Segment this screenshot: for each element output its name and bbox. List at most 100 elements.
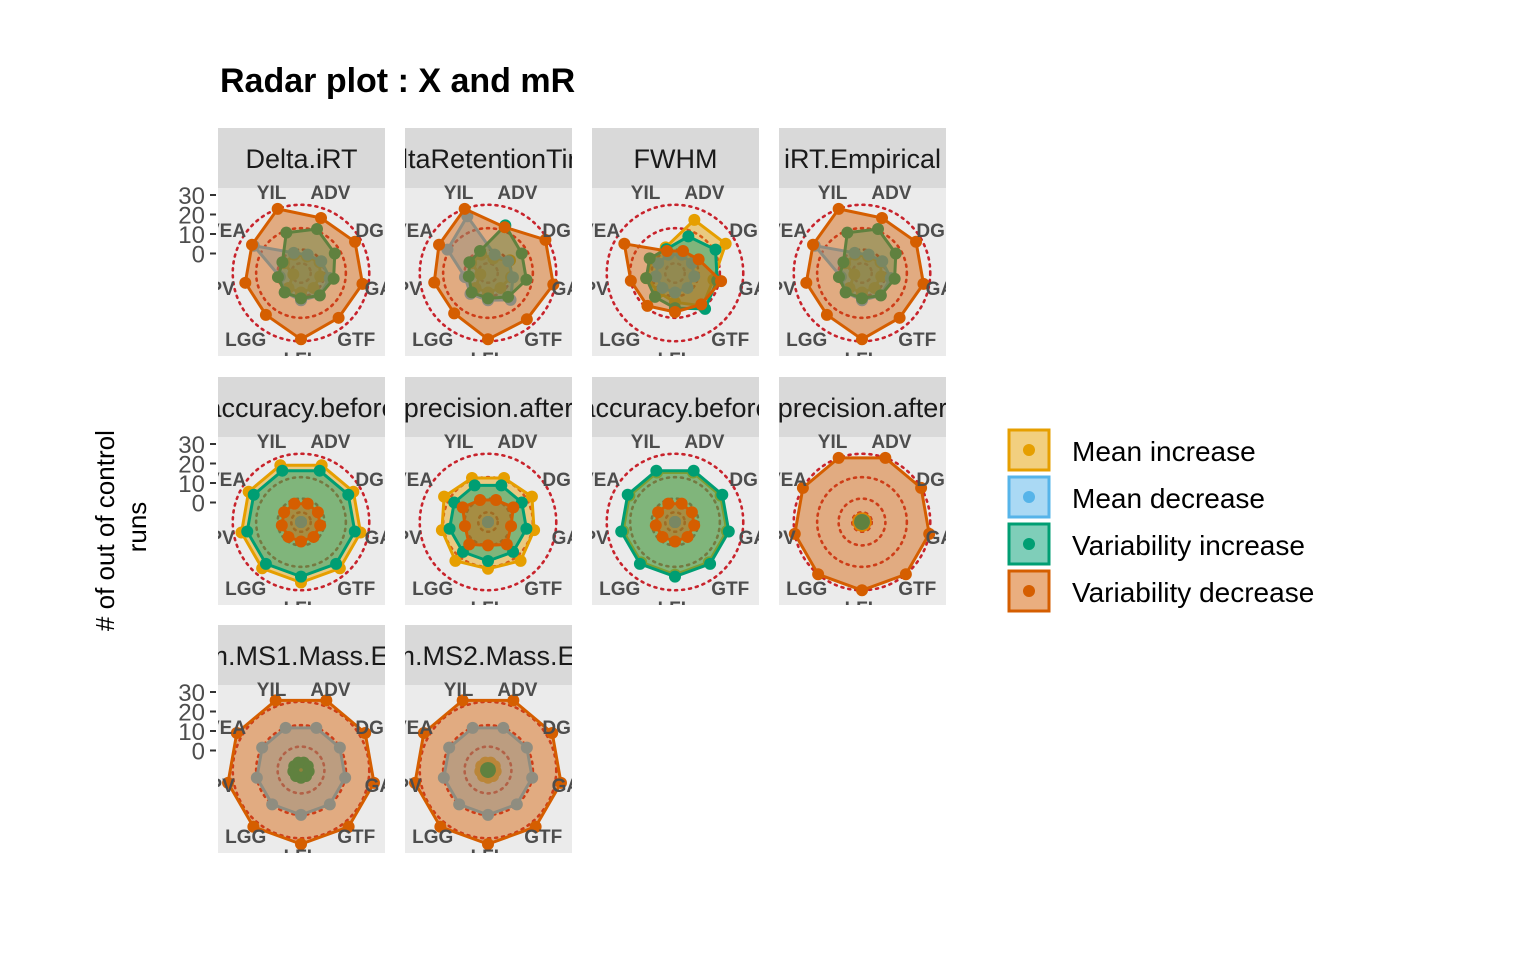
axis-label: LFL — [471, 599, 506, 620]
axis-label: GAC — [926, 528, 969, 549]
axis-label: GAC — [739, 528, 782, 549]
reference-ring — [815, 226, 909, 320]
data-point — [807, 238, 820, 251]
axis-label: GTF — [337, 827, 375, 848]
data-point — [259, 308, 272, 321]
data-point — [280, 226, 293, 239]
data-point — [682, 230, 695, 243]
data-point — [650, 464, 663, 477]
axis-label: DGL — [916, 470, 957, 491]
axis-label: VEA — [581, 470, 620, 491]
data-point — [342, 820, 355, 833]
y-axis-label: # of out of control runs — [90, 423, 152, 631]
data-point — [359, 726, 372, 739]
chart-title: Radar plot : X and mR — [220, 62, 575, 100]
data-point — [482, 808, 494, 821]
data-point — [656, 281, 669, 294]
series-area — [837, 227, 898, 300]
axis-label: TPV — [198, 528, 235, 549]
axis-label: GAC — [552, 776, 595, 797]
data-point — [463, 256, 476, 269]
axis-label: YIL — [631, 432, 661, 453]
axis-label: GTF — [524, 579, 562, 600]
axis-label: GAC — [739, 279, 782, 300]
data-point — [339, 771, 352, 784]
data-point — [241, 525, 254, 538]
radial-tick-label: 0 — [192, 242, 205, 269]
data-point — [841, 226, 854, 239]
data-point — [495, 479, 508, 492]
data-point — [899, 568, 912, 581]
axis-label: YIL — [444, 183, 474, 204]
data-point — [287, 246, 300, 259]
data-point — [675, 497, 688, 510]
data-point — [510, 798, 523, 811]
data-point — [310, 721, 323, 734]
reference-ring — [605, 452, 745, 592]
data-point — [615, 525, 628, 538]
data-point — [292, 756, 305, 769]
data-point — [314, 270, 327, 283]
data-point — [327, 272, 340, 285]
axis-label: YIL — [257, 432, 287, 453]
axis-label: LGG — [412, 827, 453, 848]
data-point — [715, 275, 728, 288]
axis-label: LGG — [412, 579, 453, 600]
data-point — [367, 776, 380, 789]
data-point — [669, 306, 681, 318]
data-point — [271, 271, 284, 284]
series-area — [255, 726, 347, 817]
series-area — [245, 469, 357, 579]
series-area — [804, 207, 925, 341]
data-point — [295, 838, 307, 851]
data-point — [348, 525, 361, 538]
data-point — [812, 568, 825, 581]
reference-ring — [254, 226, 348, 320]
data-point — [800, 276, 813, 289]
data-point — [526, 771, 539, 784]
data-point — [276, 256, 289, 269]
data-point — [876, 255, 889, 268]
data-point — [434, 820, 447, 833]
radial-tick-label: 20 — [178, 452, 205, 479]
data-point — [652, 506, 665, 519]
data-point — [669, 570, 681, 583]
data-point — [458, 520, 471, 533]
data-point — [247, 488, 260, 501]
axis-label: TPV — [385, 279, 422, 300]
axis-label: ADV — [871, 432, 911, 453]
reference-ring — [628, 475, 722, 569]
data-point — [547, 278, 560, 291]
panel-strip — [405, 128, 572, 188]
data-point — [820, 308, 833, 321]
data-point — [330, 557, 343, 570]
data-point — [481, 762, 494, 775]
reference-ring — [837, 497, 887, 547]
data-point — [837, 256, 850, 269]
data-point — [295, 808, 307, 821]
panel-strip-label: Sum.MS1.Mass.Error — [172, 641, 430, 671]
axis-label: GAC — [365, 279, 408, 300]
data-point — [923, 527, 936, 540]
data-point — [872, 223, 885, 236]
data-point — [417, 726, 430, 739]
radial-tick-label: 10 — [178, 471, 205, 498]
axis-label: TPV — [759, 528, 796, 549]
data-point — [482, 838, 494, 851]
legend-label: Variability increase — [1072, 530, 1305, 561]
series-area — [793, 456, 931, 592]
data-point — [688, 270, 701, 283]
data-point — [278, 286, 291, 299]
data-point — [222, 776, 235, 789]
data-point — [669, 535, 681, 548]
y-axis-label-line1: # of out of control — [90, 430, 120, 631]
data-point — [796, 481, 809, 494]
data-point — [554, 776, 567, 789]
reference-ring — [254, 475, 348, 569]
